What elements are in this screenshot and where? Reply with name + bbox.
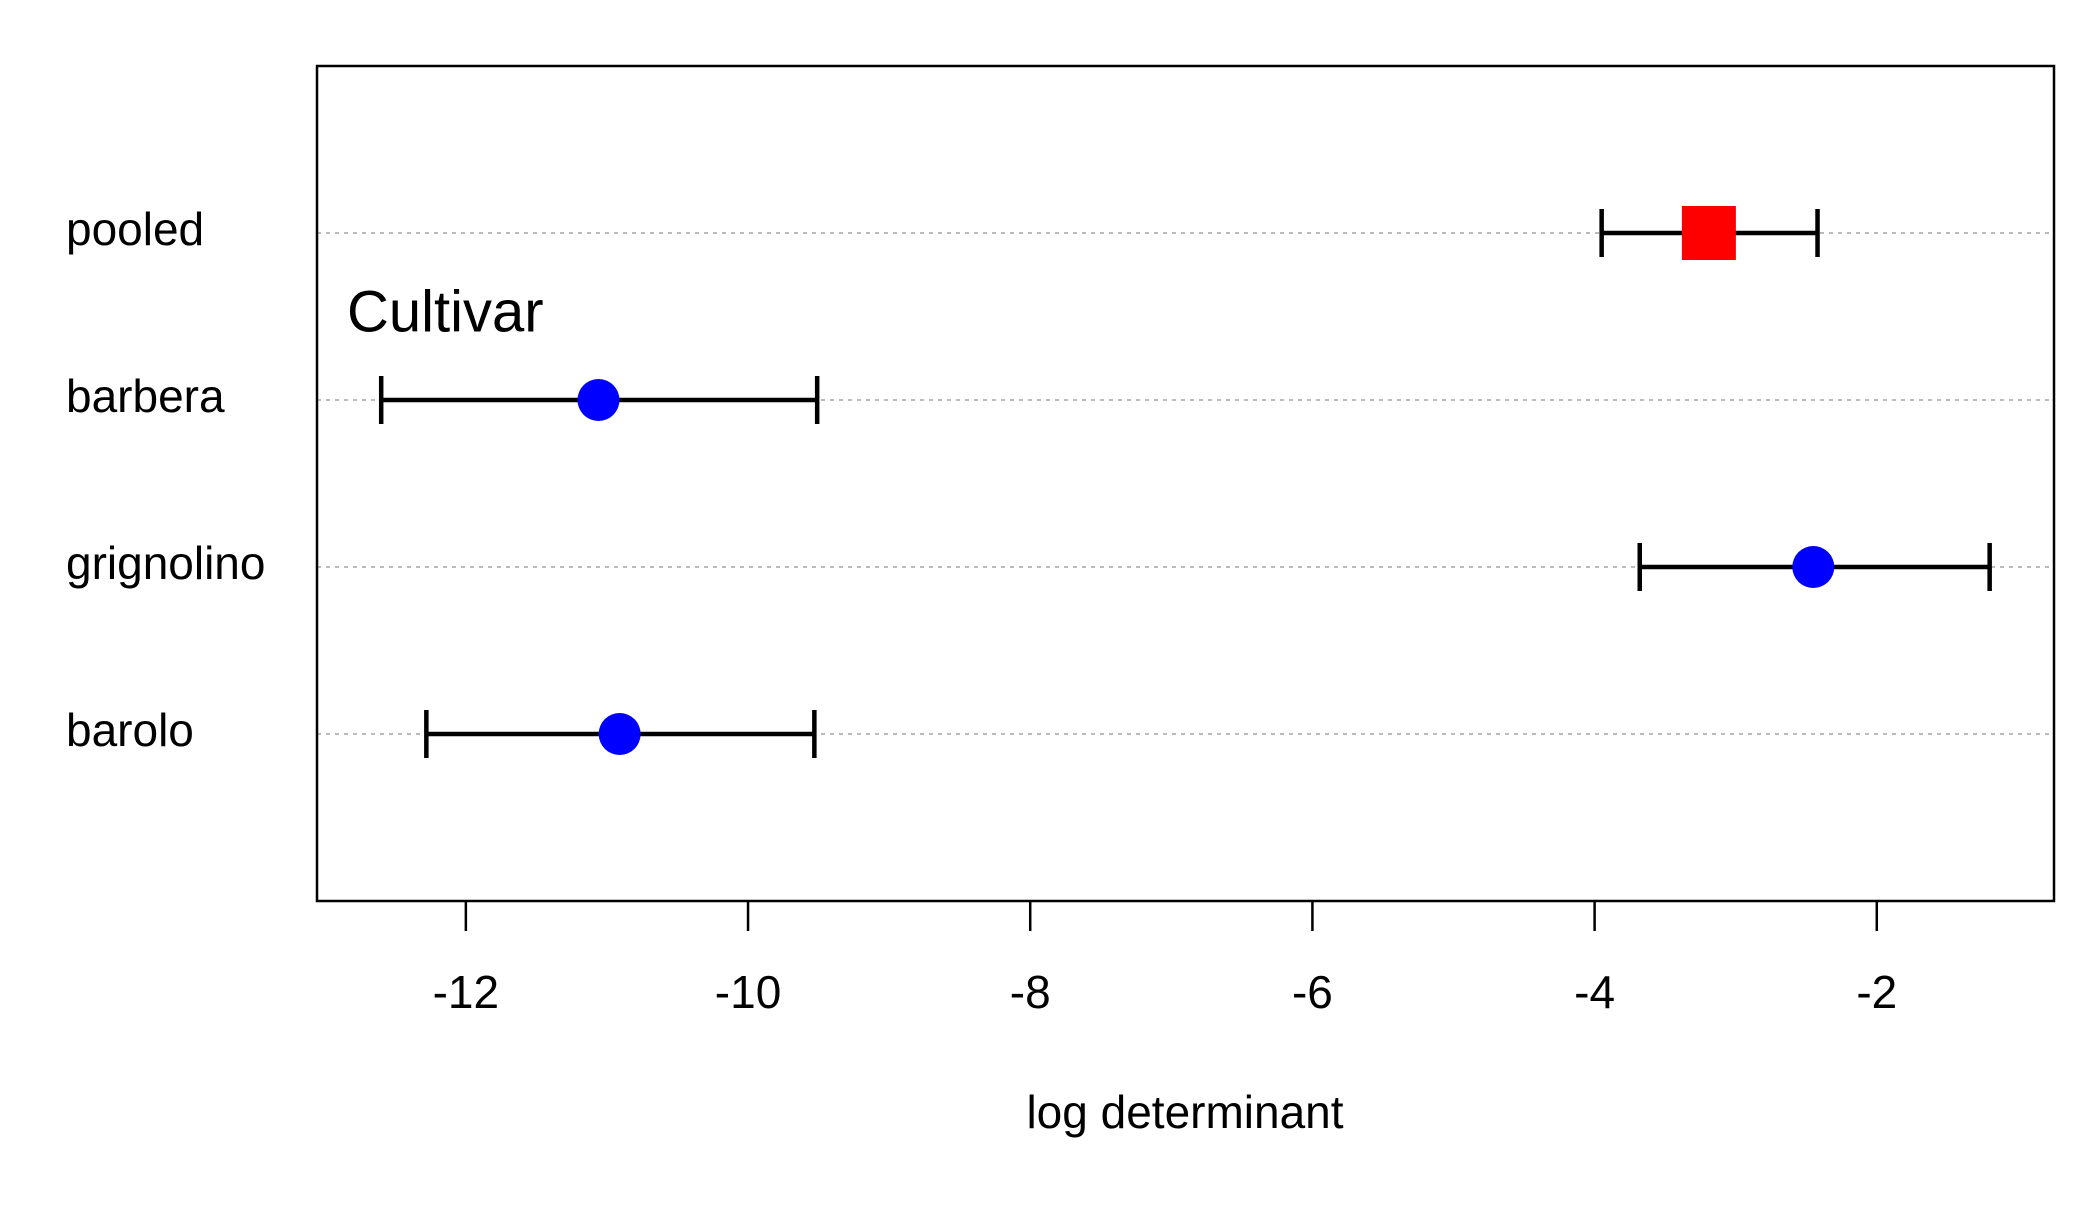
plot-frame xyxy=(315,64,2056,903)
annotation: Cultivar xyxy=(347,279,544,344)
x-tick-label: -12 xyxy=(433,966,499,1018)
x-tick-label: -4 xyxy=(1574,966,1615,1018)
point-circle xyxy=(598,713,641,755)
y-category-label: barolo xyxy=(66,704,194,756)
y-category-label: barbera xyxy=(66,370,225,422)
point-circle xyxy=(577,379,620,421)
point-square xyxy=(1681,206,1736,260)
x-tick-label: -10 xyxy=(715,966,781,1018)
x-tick-label: -8 xyxy=(1010,966,1051,1018)
y-category-label: pooled xyxy=(66,203,204,255)
point-circle xyxy=(1792,546,1835,588)
x-tick-label: -2 xyxy=(1856,966,1897,1018)
y-category-label: grignolino xyxy=(66,537,265,589)
x-axis-label: log determinant xyxy=(1026,1086,1343,1138)
x-tick-label: -6 xyxy=(1292,966,1333,1018)
